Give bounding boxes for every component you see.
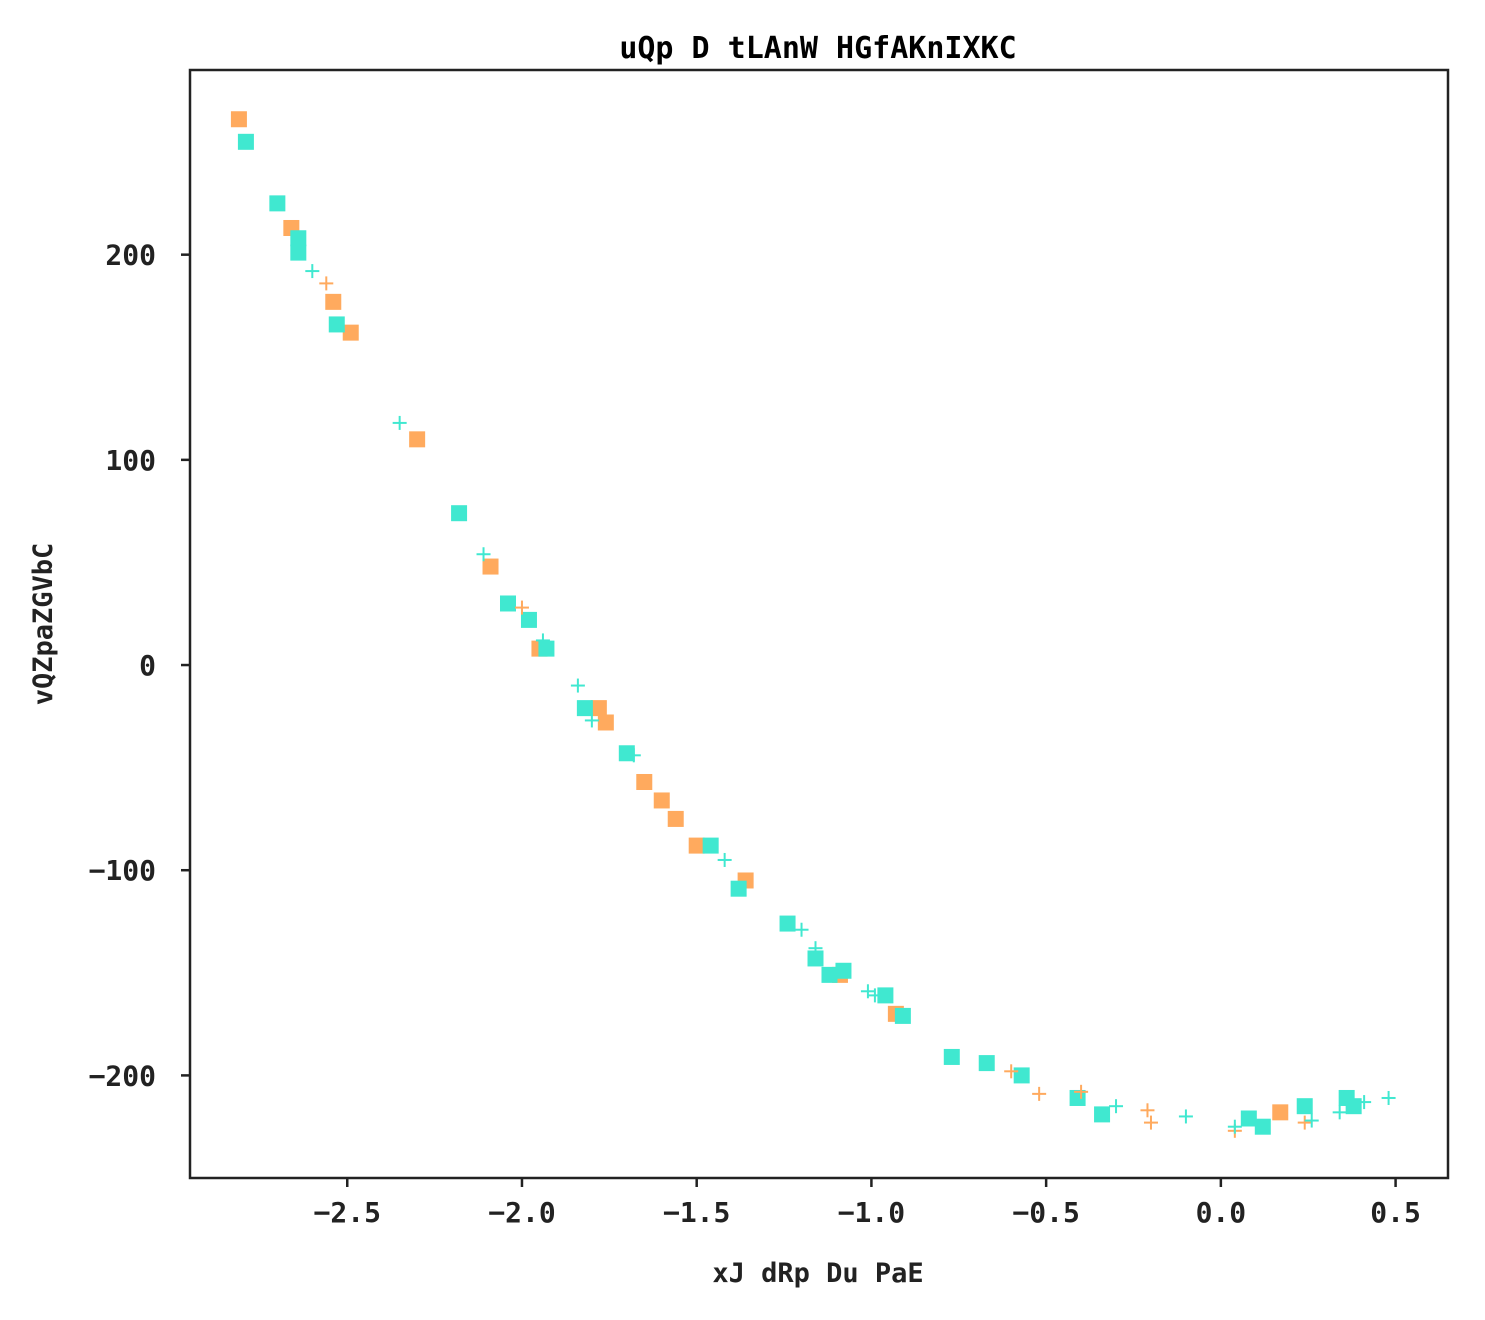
data-point-square [597,714,614,731]
data-point-plus [717,852,732,867]
x-tick-label: −2.5 [314,1196,381,1229]
data-point-plus [476,547,491,562]
data-point-plus [1032,1086,1047,1101]
data-point-square [290,230,307,247]
plot-frame [188,68,1450,1180]
y-tick-label: −100 [89,854,156,887]
x-tick-label: 0.5 [1370,1196,1421,1229]
data-point-plus [392,415,407,430]
data-point-square [1013,1067,1030,1084]
data-point-plus [1004,1064,1019,1079]
data-point-square [894,1007,911,1024]
data-point-square [328,316,345,333]
x-tick-label: −1.5 [663,1196,730,1229]
data-point-square [482,558,499,575]
x-tick-label: −2.0 [488,1196,555,1229]
x-tick-label: 0.0 [1196,1196,1247,1229]
data-point-square [1272,1104,1289,1121]
data-point-plus [305,264,320,279]
data-point-plus [1304,1113,1319,1128]
data-point-plus [1297,1115,1312,1130]
data-point-square [618,745,635,762]
data-point-plus [1074,1084,1089,1099]
data-point-square [688,837,705,854]
data-point-plus [319,276,334,291]
y-tick-label: −200 [89,1059,156,1092]
data-point-square [409,431,426,448]
data-point-square [653,792,670,809]
data-point-square [821,966,838,983]
y-tick-label: 200 [105,239,156,272]
data-point-plus [1357,1095,1372,1110]
data-point-square [702,837,719,854]
data-point-square [538,640,555,657]
data-point-plus [626,748,641,763]
data-marks [230,111,1396,1138]
data-point-plus [1381,1090,1396,1105]
data-point-square [779,915,796,932]
data-point-square [1296,1098,1313,1115]
y-tick-label: 0 [139,649,156,682]
y-tick-label: 100 [105,444,156,477]
data-point-plus [1227,1119,1242,1134]
data-point-plus [794,922,809,937]
y-axis-ticks: 200 100 0 −100 −200 [89,239,190,1092]
data-point-square [576,700,593,717]
y-axis-label: vQZpaZGVbC [28,543,59,706]
chart-title: uQp D tLAnW HGfAKnIXKC [619,31,1016,66]
x-axis-ticks: −2.5 −2.0 −1.5 −1.0 −0.5 0.0 0.5 [314,1178,1421,1229]
data-point-square [325,293,342,310]
data-point-plus [1143,1115,1158,1130]
data-point-square [807,950,824,967]
data-point-square [342,324,359,341]
data-point-square [978,1055,995,1072]
data-point-square [237,133,254,150]
x-tick-label: −1.0 [838,1196,905,1229]
data-point-square [636,773,653,790]
data-point-plus [1178,1109,1193,1124]
data-point-square [943,1048,960,1065]
data-point-square [290,244,307,261]
data-point-plus [514,600,529,615]
data-point-square [269,195,286,212]
data-point-square [1094,1106,1111,1123]
data-point-plus [808,941,823,956]
data-point-plus [535,633,550,648]
data-point-square [1240,1110,1257,1127]
data-point-plus [867,988,882,1003]
data-point-plus [1109,1099,1124,1114]
x-axis-label: xJ dRp Du PaE [712,1258,923,1289]
data-point-square [1345,1098,1362,1115]
x-tick-label: −0.5 [1012,1196,1079,1229]
data-point-plus [1140,1103,1155,1118]
data-point-square [520,611,537,628]
data-point-square [230,111,247,128]
data-point-square [1254,1118,1271,1135]
data-point-square [730,880,747,897]
data-point-square [499,595,516,612]
data-point-plus [584,713,599,728]
data-point-plus [570,678,585,693]
data-point-square [667,810,684,827]
data-point-square [590,700,607,717]
data-point-plus [1332,1105,1347,1120]
data-point-square [451,505,468,522]
data-point-square [835,962,852,979]
data-point-square [877,987,894,1004]
